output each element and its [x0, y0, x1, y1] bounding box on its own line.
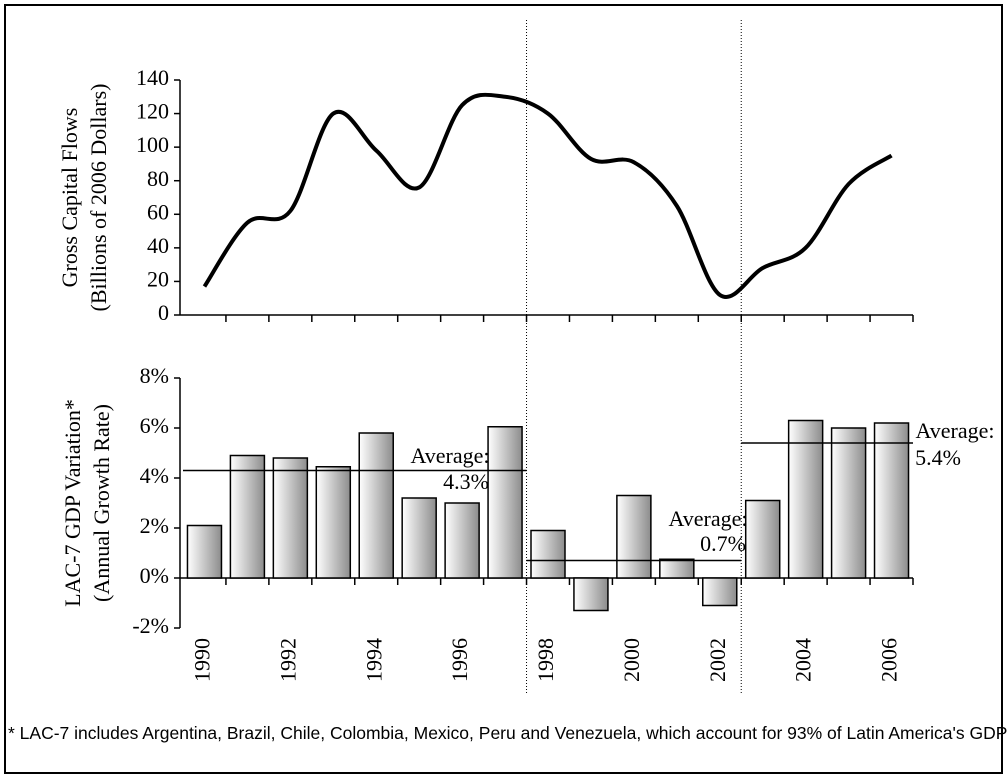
y-axis-subtitle: (Annual Growth Rate)	[89, 404, 114, 602]
bar	[315, 466, 352, 579]
average-text: Average:	[411, 443, 490, 468]
y-tick-label: 0%	[140, 563, 169, 588]
y-tick-label: 4%	[140, 463, 169, 488]
bar	[186, 524, 223, 579]
average-label: 5.4%	[915, 445, 961, 470]
y-tick-label: 60	[147, 199, 169, 224]
average-text: Average:	[916, 418, 995, 443]
y-tick-label: 2%	[140, 513, 169, 538]
frame	[4, 4, 1003, 774]
y-tick-label: 8%	[140, 363, 169, 388]
y-tick-label: 100	[136, 132, 169, 157]
bar	[272, 457, 309, 579]
y-axis-subtitle: (Billions of 2006 Dollars)	[86, 84, 111, 312]
bar	[744, 499, 781, 579]
x-tick-label: 1994	[361, 638, 386, 682]
bar	[530, 529, 566, 579]
x-tick-label: 2004	[791, 638, 816, 682]
y-tick-label: 120	[136, 99, 169, 124]
x-tick-label: 1992	[275, 638, 300, 682]
bar	[830, 427, 867, 579]
x-tick-label: 1996	[447, 638, 472, 682]
bar	[444, 502, 480, 579]
x-tick-label: 1998	[533, 638, 558, 682]
x-tick-label: 2000	[619, 638, 644, 682]
bar	[787, 419, 824, 579]
y-tick-label: -2%	[132, 613, 169, 638]
x-tick-label: 2002	[705, 638, 730, 682]
bar	[873, 422, 910, 579]
bar	[401, 497, 437, 579]
y-tick-label: 140	[136, 65, 169, 90]
average-label: 4.3%	[443, 469, 489, 494]
average-label: 0.7%	[700, 531, 746, 556]
y-axis-title: LAC-7 GDP Variation*	[60, 399, 85, 607]
y-axis-title: Gross Capital Flows	[57, 108, 82, 288]
bar	[487, 426, 523, 579]
bar	[229, 454, 266, 579]
bar	[616, 494, 652, 579]
flow-line	[202, 92, 893, 299]
y-tick-label: 40	[147, 233, 169, 258]
y-tick-label: 80	[147, 166, 169, 191]
average-text: Average:	[669, 506, 748, 531]
y-tick-label: 20	[147, 266, 169, 291]
bar	[702, 577, 738, 607]
bar	[659, 558, 695, 579]
bar	[573, 577, 609, 612]
bar	[358, 432, 394, 579]
footnote: * LAC-7 includes Argentina, Brazil, Chil…	[8, 723, 1008, 743]
y-tick-label: 0	[158, 300, 169, 325]
x-tick-label: 1990	[190, 638, 215, 682]
y-tick-label: 6%	[140, 413, 169, 438]
x-tick-label: 2006	[877, 638, 902, 682]
